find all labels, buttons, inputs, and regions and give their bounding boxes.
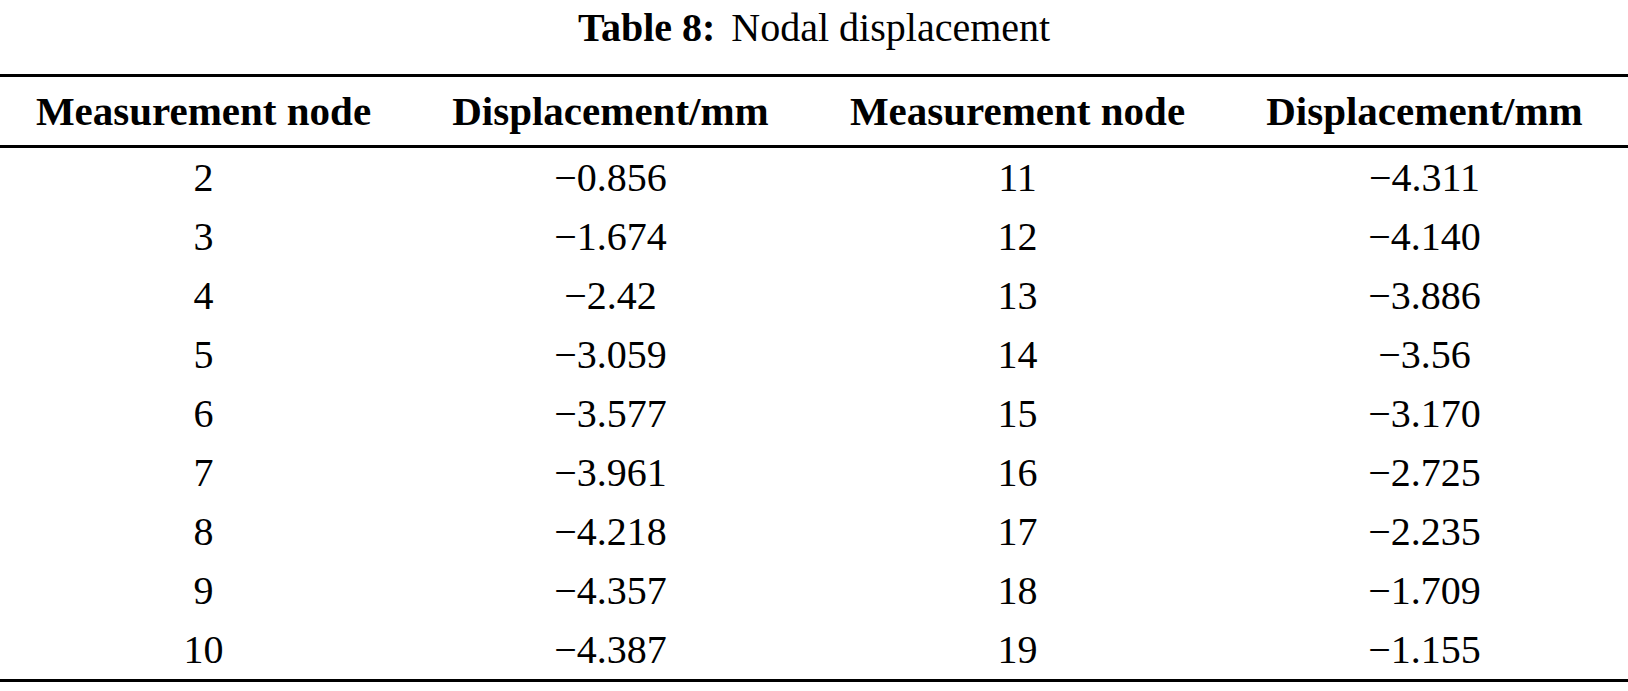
- header-row: Measurement node Displacement/mm Measure…: [0, 76, 1628, 147]
- table-row: 6 −3.577 15 −3.170: [0, 384, 1628, 443]
- node-cell: 14: [814, 325, 1221, 384]
- nodal-displacement-table: Measurement node Displacement/mm Measure…: [0, 74, 1628, 682]
- displacement-cell: −1.155: [1221, 620, 1628, 681]
- displacement-cell: −0.856: [407, 147, 814, 208]
- displacement-cell: −4.357: [407, 561, 814, 620]
- table-body: 2 −0.856 11 −4.311 3 −1.674 12 −4.140 4 …: [0, 147, 1628, 681]
- node-cell: 15: [814, 384, 1221, 443]
- displacement-cell: −3.56: [1221, 325, 1628, 384]
- displacement-cell: −3.059: [407, 325, 814, 384]
- displacement-cell: −2.235: [1221, 502, 1628, 561]
- displacement-cell: −3.961: [407, 443, 814, 502]
- table-row: 3 −1.674 12 −4.140: [0, 207, 1628, 266]
- node-cell: 19: [814, 620, 1221, 681]
- table-row: 9 −4.357 18 −1.709: [0, 561, 1628, 620]
- displacement-cell: −2.42: [407, 266, 814, 325]
- table-row: 8 −4.218 17 −2.235: [0, 502, 1628, 561]
- node-cell: 9: [0, 561, 407, 620]
- node-cell: 18: [814, 561, 1221, 620]
- node-cell: 16: [814, 443, 1221, 502]
- column-header-displacement-right: Displacement/mm: [1221, 76, 1628, 147]
- node-cell: 5: [0, 325, 407, 384]
- displacement-cell: −1.674: [407, 207, 814, 266]
- table-number-label: Table 8:: [578, 5, 715, 50]
- table-head: Measurement node Displacement/mm Measure…: [0, 76, 1628, 147]
- column-header-displacement-left: Displacement/mm: [407, 76, 814, 147]
- displacement-cell: −4.140: [1221, 207, 1628, 266]
- displacement-cell: −4.218: [407, 502, 814, 561]
- node-cell: 10: [0, 620, 407, 681]
- displacement-cell: −1.709: [1221, 561, 1628, 620]
- node-cell: 17: [814, 502, 1221, 561]
- node-cell: 8: [0, 502, 407, 561]
- page: Table 8: Nodal displacement Measurement n…: [0, 0, 1628, 691]
- node-cell: 2: [0, 147, 407, 208]
- table-row: 10 −4.387 19 −1.155: [0, 620, 1628, 681]
- displacement-cell: −4.311: [1221, 147, 1628, 208]
- displacement-cell: −3.577: [407, 384, 814, 443]
- column-header-measurement-node-right: Measurement node: [814, 76, 1221, 147]
- displacement-cell: −4.387: [407, 620, 814, 681]
- table-row: 7 −3.961 16 −2.725: [0, 443, 1628, 502]
- node-cell: 3: [0, 207, 407, 266]
- node-cell: 13: [814, 266, 1221, 325]
- table-row: 4 −2.42 13 −3.886: [0, 266, 1628, 325]
- displacement-cell: −3.170: [1221, 384, 1628, 443]
- node-cell: 6: [0, 384, 407, 443]
- table-title: Nodal displacement: [731, 5, 1050, 50]
- node-cell: 12: [814, 207, 1221, 266]
- displacement-cell: −2.725: [1221, 443, 1628, 502]
- node-cell: 4: [0, 266, 407, 325]
- table-row: 5 −3.059 14 −3.56: [0, 325, 1628, 384]
- node-cell: 11: [814, 147, 1221, 208]
- node-cell: 7: [0, 443, 407, 502]
- table-row: 2 −0.856 11 −4.311: [0, 147, 1628, 208]
- column-header-measurement-node-left: Measurement node: [0, 76, 407, 147]
- displacement-cell: −3.886: [1221, 266, 1628, 325]
- table-caption: Table 8: Nodal displacement: [0, 4, 1628, 52]
